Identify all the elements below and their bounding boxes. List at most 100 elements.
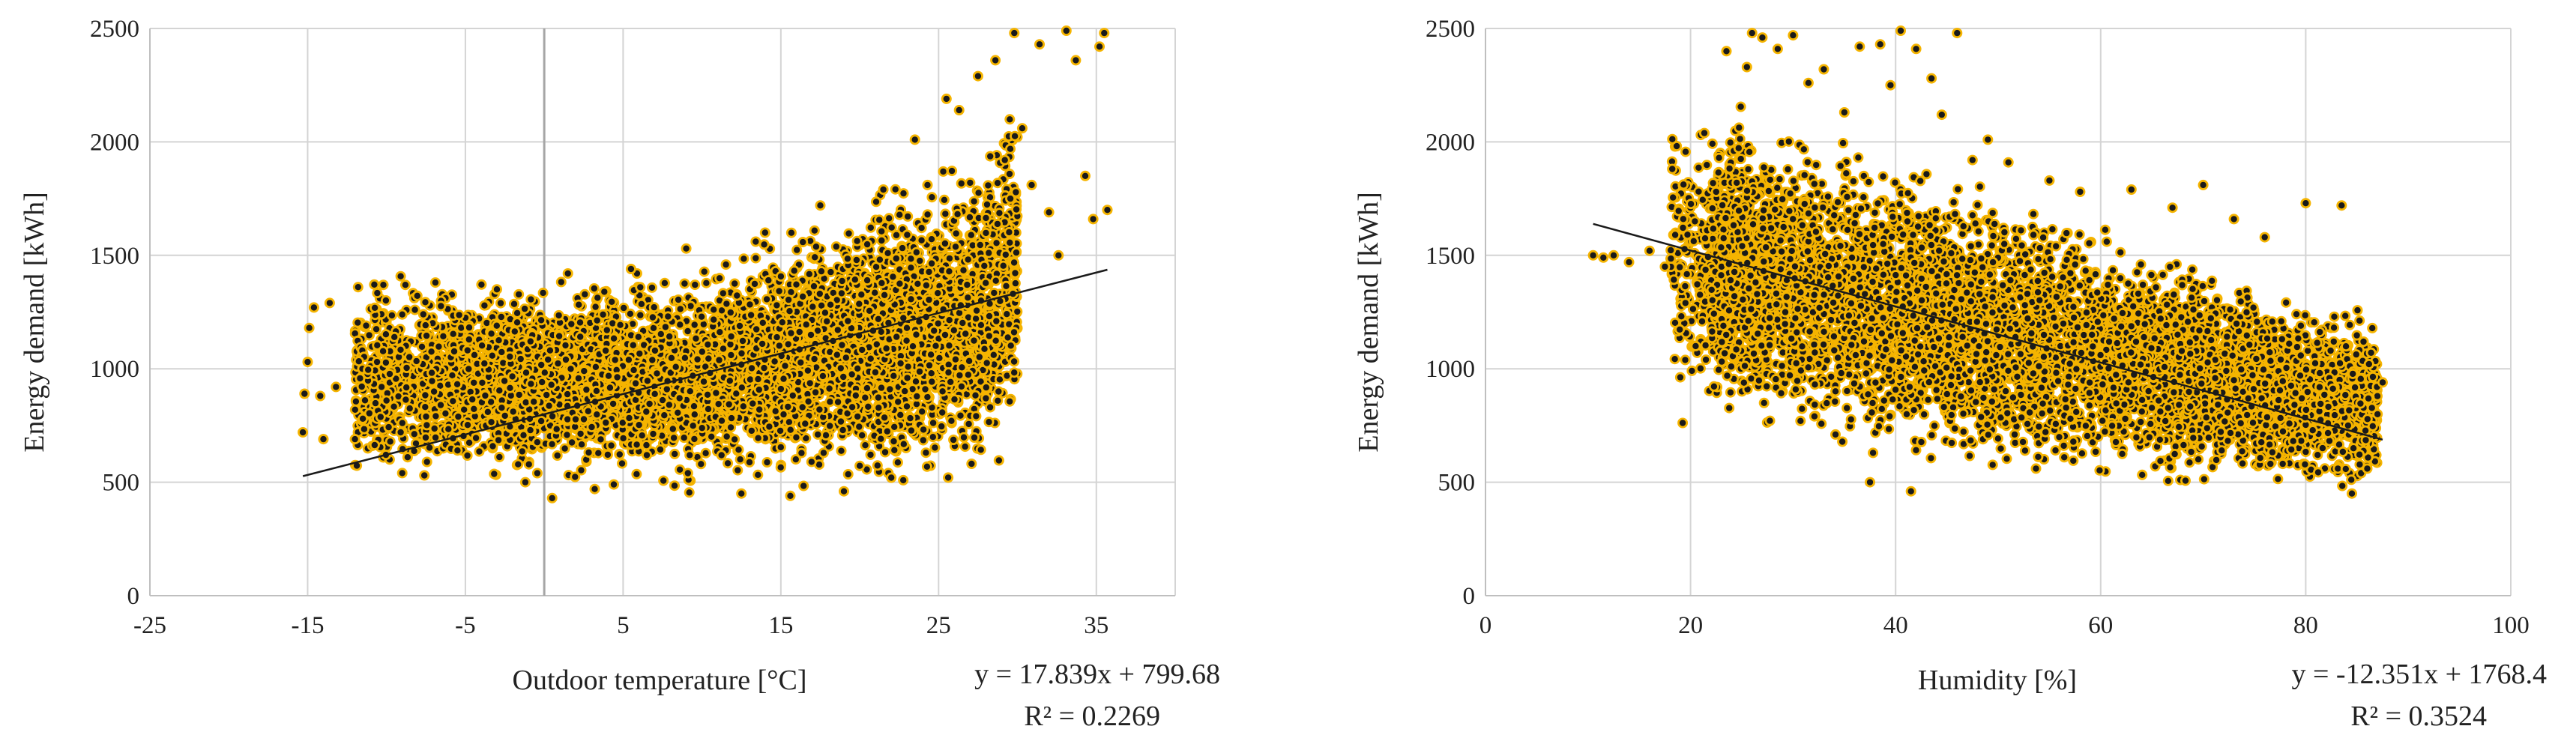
data-point (453, 309, 465, 321)
data-point (642, 450, 653, 461)
data-point (699, 266, 710, 277)
data-point (955, 410, 966, 421)
data-point (938, 166, 949, 177)
data-point (791, 244, 803, 255)
data-point (895, 409, 906, 420)
data-point (361, 320, 372, 331)
data-point (775, 462, 786, 473)
data-point (636, 298, 647, 309)
data-point (830, 241, 842, 252)
data-point (992, 178, 1004, 189)
data-point (902, 211, 914, 222)
data-point (785, 227, 797, 238)
data-point (914, 255, 926, 267)
data-point (860, 440, 871, 451)
data-point (998, 260, 1009, 271)
data-point (791, 279, 802, 290)
data-point (606, 296, 618, 307)
data-point (874, 214, 885, 226)
data-point (837, 425, 848, 436)
data-point (675, 319, 686, 330)
data-point (513, 288, 525, 300)
data-point (447, 328, 459, 339)
data-point (744, 456, 755, 468)
data-point (985, 151, 996, 162)
data-point (350, 396, 361, 407)
data-point (443, 423, 454, 435)
data-point (631, 468, 642, 480)
data-point (421, 456, 432, 468)
data-point (606, 440, 617, 451)
data-point (889, 444, 900, 456)
data-point (714, 273, 726, 284)
data-point (989, 287, 1000, 298)
data-point (1004, 169, 1016, 180)
data-point (818, 447, 829, 459)
data-point (400, 394, 411, 405)
data-point (593, 447, 604, 459)
data-point (682, 468, 693, 479)
data-point (803, 268, 815, 279)
data-point (733, 444, 744, 456)
data-point (936, 421, 947, 432)
data-point (950, 241, 962, 252)
data-point (659, 277, 670, 288)
data-point (916, 235, 927, 246)
data-point (892, 457, 903, 468)
data-point (943, 472, 954, 483)
data-point (690, 279, 701, 291)
data-point (843, 228, 854, 239)
data-point (669, 480, 681, 492)
data-point (384, 436, 396, 447)
data-point (669, 448, 681, 459)
data-point (810, 241, 821, 252)
data-point (618, 302, 630, 313)
data-point (609, 479, 620, 490)
data-point (420, 432, 432, 444)
data-point (646, 282, 657, 293)
data-point (655, 444, 666, 456)
data-point (732, 465, 743, 476)
data-point (546, 438, 558, 450)
data-point (1004, 396, 1016, 407)
data-point (624, 308, 636, 319)
data-point (926, 192, 938, 203)
data-point (417, 309, 429, 320)
data-point (809, 225, 820, 236)
data-point (946, 415, 957, 426)
data-point (876, 235, 887, 246)
data-point (791, 432, 802, 443)
data-point (797, 237, 809, 248)
data-point (968, 196, 980, 207)
data-point (380, 294, 391, 306)
data-point (720, 259, 732, 270)
data-point (404, 403, 415, 414)
data-point (965, 229, 977, 241)
data-point (798, 480, 809, 492)
data-point (552, 450, 563, 462)
data-point (750, 252, 761, 264)
data-point (537, 287, 549, 298)
data-point (509, 298, 520, 309)
data-point (635, 309, 646, 321)
data-point (917, 435, 929, 446)
data-point (929, 442, 941, 453)
data-point (489, 468, 500, 480)
data-point (911, 247, 922, 258)
data-point (401, 382, 412, 393)
data-point (854, 460, 866, 471)
data-point (886, 222, 897, 233)
data-point (966, 459, 977, 470)
data-point (602, 449, 613, 460)
data-point (956, 362, 968, 373)
data-point (902, 229, 913, 241)
data-point (512, 317, 523, 328)
data-point (959, 441, 971, 453)
data-point (898, 188, 909, 199)
data-point (420, 297, 431, 308)
data-point (658, 475, 669, 486)
data-point (566, 318, 577, 330)
data-point (876, 226, 887, 237)
